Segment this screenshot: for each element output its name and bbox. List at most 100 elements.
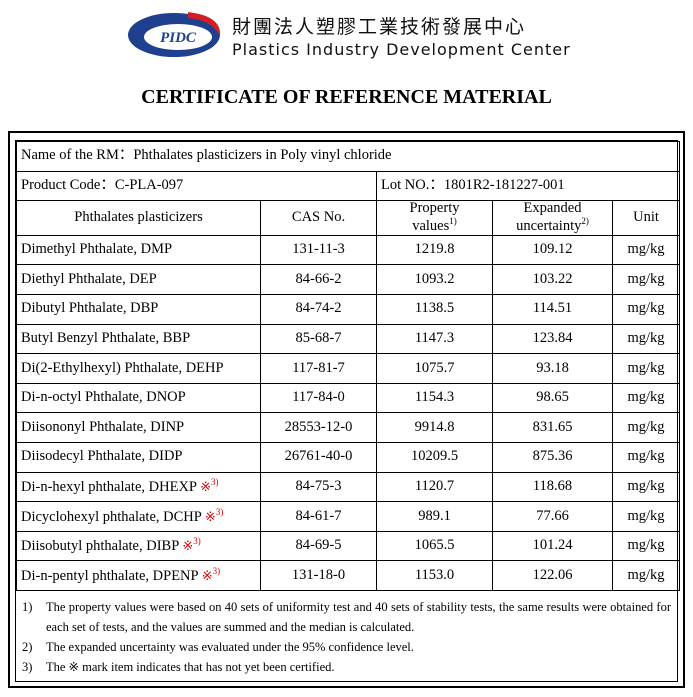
compound-cell: Diethyl Phthalate, DEP (16, 264, 261, 296)
compound-name: Di-n-octyl Phthalate, DNOP (21, 389, 186, 406)
organization-english-name: Plastics Industry Development Center (232, 40, 571, 59)
compound-cell: Diisodecyl Phthalate, DIDP (16, 442, 261, 473)
cas-number: 84-66-2 (260, 264, 377, 296)
footnote-number: 3) (22, 660, 33, 675)
footnote: 1) The property values were based on 40 s… (22, 597, 671, 637)
property-value: 1075.7 (376, 353, 493, 384)
unit: mg/kg (611, 382, 681, 414)
product-lot-row: Product Code：C-PLA-097 Lot NO.：1801R2-18… (16, 170, 681, 202)
property-value: 10209.5 (376, 442, 493, 473)
product-code: Product Code：C-PLA-097 (16, 170, 377, 202)
table-row: Dimethyl Phthalate, DMP 131-11-3 1219.8 109… (16, 234, 681, 266)
footnote-text: The property values were based on 40 set… (46, 600, 671, 635)
col-header-unit: Unit (611, 200, 681, 236)
unit: mg/kg (611, 471, 681, 503)
col-header-uncertainty: Expanded uncertainty2) (492, 200, 613, 236)
table-row: Diethyl Phthalate, DEP 84-66-2 1093.2 103.2… (16, 264, 681, 296)
expanded-uncertainty: 875.36 (492, 442, 613, 473)
compound-name: Diisobutyl phthalate, DIBP (21, 538, 179, 555)
compound-name: Diethyl Phthalate, DEP (21, 270, 157, 287)
property-line1: Property (409, 200, 460, 217)
unit: mg/kg (611, 442, 681, 473)
mark-footnote-ref: 3) (215, 506, 224, 517)
compound-name: Butyl Benzyl Phthalate, BBP (21, 330, 191, 346)
property-value: 1147.3 (376, 323, 493, 355)
cas-number: 84-69-5 (260, 530, 377, 562)
uncertainty-line1: Expanded (523, 200, 582, 217)
compound-name: Diisodecyl Phthalate, DIDP (21, 448, 183, 465)
table-row: Diisononyl Phthalate, DINP 28553-12-0 9914… (16, 412, 681, 444)
cas-number: 84-75-3 (260, 471, 377, 503)
expanded-uncertainty: 109.12 (492, 234, 613, 266)
unit: mg/kg (611, 353, 681, 384)
expanded-uncertainty: 831.65 (492, 412, 613, 444)
reference-material-table: Name of the RM：Phthalates plasticizers i… (15, 141, 681, 592)
footnote: 3) The ※ mark item indicates that has not… (22, 657, 671, 677)
cas-number: 117-84-0 (260, 382, 377, 414)
compound-cell: Dimethyl Phthalate, DMP (16, 234, 261, 266)
property-value: 989.1 (376, 501, 493, 532)
rm-name: Name of the RM：Phthalates plasticizers i… (15, 141, 681, 172)
table-row: Diisobutyl phthalate, DIBP ※3) 84-69-5 106… (16, 530, 681, 562)
uncertainty-line2: uncertainty (516, 217, 582, 234)
table-row: Dibutyl Phthalate, DBP 84-74-2 1138.5 114.5… (16, 294, 681, 325)
mark-footnote-ref: 3) (210, 477, 219, 488)
expanded-uncertainty: 118.68 (492, 471, 613, 503)
compound-cell: Butyl Benzyl Phthalate, BBP (16, 323, 261, 355)
compound-cell: Diisononyl Phthalate, DINP (16, 412, 261, 444)
footnote: 2) The expanded uncertainty was evaluated… (22, 637, 671, 657)
compound-name: Di(2-Ethylhexyl) Phthalate, DEHP (21, 359, 224, 376)
unit: mg/kg (611, 294, 681, 325)
unit: mg/kg (611, 264, 681, 296)
expanded-uncertainty: 93.18 (492, 353, 613, 384)
uncertainty-ref: 2) (581, 216, 589, 227)
compound-cell: Di-n-octyl Phthalate, DNOP (16, 382, 261, 414)
footnote-number: 2) (22, 640, 33, 655)
compound-name: Di-n-pentyl phthalate, DPENP (21, 567, 199, 584)
property-value: 1138.5 (376, 294, 493, 325)
expanded-uncertainty: 101.24 (492, 530, 613, 562)
certificate-frame (8, 131, 685, 688)
certificate-content: Name of the RM：Phthalates plasticizers i… (15, 140, 681, 683)
not-certified-mark: ※ (200, 478, 211, 494)
col-header-compound: Phthalates plasticizers (16, 200, 261, 236)
not-certified-mark: ※ (204, 508, 216, 524)
property-value: 1093.2 (376, 264, 493, 296)
expanded-uncertainty: 77.66 (492, 501, 613, 532)
not-certified-mark: ※ (201, 567, 213, 583)
unit: mg/kg (611, 560, 681, 592)
mark-footnote-ref: 3) (193, 536, 201, 547)
expanded-uncertainty: 114.51 (492, 294, 613, 325)
cas-number: 28553-12-0 (260, 412, 377, 444)
property-line2: values (412, 217, 450, 234)
property-ref: 1) (449, 216, 457, 227)
not-certified-mark: ※ (182, 538, 194, 554)
col-header-cas: CAS No. (260, 200, 377, 236)
pidc-logo: PIDC (128, 12, 221, 57)
property-value: 1219.8 (376, 234, 493, 266)
compound-name: Dimethyl Phthalate, DMP (21, 241, 173, 258)
footnote-text: The ※ mark item indicates that has not y… (46, 660, 335, 675)
table-row: Di-n-octyl Phthalate, DNOP 117-84-0 1154.3… (16, 382, 681, 414)
unit: mg/kg (611, 323, 681, 355)
mark-footnote-ref: 3) (212, 565, 221, 576)
organization-chinese-name: 財團法人塑膠工業技術發展中心 (232, 16, 527, 38)
rm-name-row: Name of the RM：Phthalates plasticizers i… (15, 141, 681, 172)
expanded-uncertainty: 98.65 (492, 382, 613, 414)
property-value: 1120.7 (376, 471, 493, 503)
table-row: Di-n-pentyl phthalate, DPENP ※3) 131-18-0… (16, 560, 681, 592)
table-row: Diisodecyl Phthalate, DIDP 26761-40-0 1020… (16, 442, 681, 473)
expanded-uncertainty: 123.84 (492, 323, 613, 355)
unit: mg/kg (611, 530, 681, 562)
property-value: 1065.5 (376, 530, 493, 562)
footnote-number: 1) (22, 600, 33, 615)
compound-name: Dicyclohexyl phthalate, DCHP (21, 508, 202, 525)
footnote-text: The expanded uncertainty was evaluated u… (46, 640, 414, 655)
cas-number: 85-68-7 (260, 323, 377, 355)
table-row: Di(2-Ethylhexyl) Phthalate, DEHP 117-81-7… (16, 353, 681, 384)
cas-number: 84-74-2 (260, 294, 377, 325)
certificate-title: CERTIFICATE OF REFERENCE MATERIAL (141, 86, 552, 108)
table-row: Butyl Benzyl Phthalate, BBP 85-68-7 1147.3… (16, 323, 681, 355)
table-row: Dicyclohexyl phthalate, DCHP ※3) 84-61-7 9… (16, 501, 681, 532)
table-row: Di-n-hexyl phthalate, DHEXP ※3) 84-75-3 11… (16, 471, 681, 503)
